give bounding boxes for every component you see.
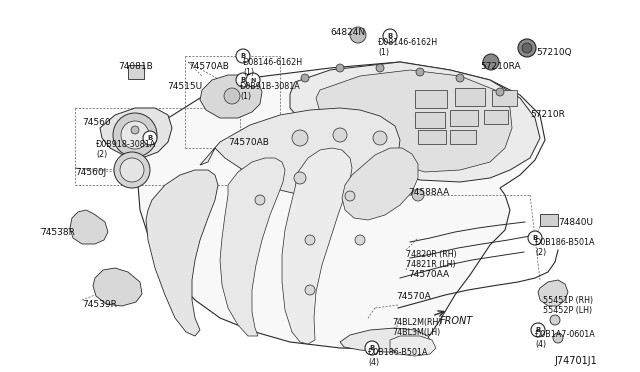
- Circle shape: [143, 131, 157, 145]
- Text: B: B: [241, 53, 246, 59]
- Text: Ð0B91B-3081A
(1): Ð0B91B-3081A (1): [240, 82, 301, 102]
- Circle shape: [496, 88, 504, 96]
- Polygon shape: [146, 170, 218, 336]
- Text: Ð0B186-B501A
(2): Ð0B186-B501A (2): [535, 238, 595, 257]
- Text: 74560J: 74560J: [75, 168, 106, 177]
- Text: 74538R: 74538R: [40, 228, 75, 237]
- Text: 64824N: 64824N: [330, 28, 365, 37]
- Circle shape: [305, 235, 315, 245]
- Circle shape: [550, 315, 560, 325]
- Bar: [484, 110, 508, 124]
- Circle shape: [113, 113, 157, 157]
- Text: 74570AB: 74570AB: [228, 138, 269, 147]
- Text: 74570A: 74570A: [396, 292, 431, 301]
- Polygon shape: [390, 336, 436, 356]
- Text: 55451P (RH)
55452P (LH): 55451P (RH) 55452P (LH): [543, 296, 593, 315]
- Text: 74840U: 74840U: [558, 218, 593, 227]
- Circle shape: [131, 126, 139, 134]
- Circle shape: [373, 131, 387, 145]
- Circle shape: [121, 121, 149, 149]
- Text: 57210R: 57210R: [530, 110, 565, 119]
- Polygon shape: [340, 328, 432, 352]
- Circle shape: [224, 88, 240, 104]
- Text: 74560: 74560: [82, 118, 111, 127]
- Polygon shape: [200, 108, 400, 196]
- Bar: [455, 88, 485, 106]
- Text: B: B: [241, 77, 246, 83]
- Text: B: B: [147, 135, 152, 141]
- Circle shape: [522, 43, 532, 53]
- Text: 74570AB: 74570AB: [188, 62, 229, 71]
- Polygon shape: [290, 62, 540, 182]
- Text: Ð0B1A7-0601A
(4): Ð0B1A7-0601A (4): [535, 330, 596, 349]
- Circle shape: [246, 73, 260, 87]
- Circle shape: [336, 64, 344, 72]
- Circle shape: [345, 191, 355, 201]
- Polygon shape: [538, 280, 568, 306]
- Circle shape: [255, 195, 265, 205]
- Circle shape: [236, 49, 250, 63]
- Circle shape: [114, 152, 150, 188]
- Polygon shape: [200, 75, 262, 118]
- Circle shape: [376, 64, 384, 72]
- Polygon shape: [93, 268, 142, 306]
- Text: 74539R: 74539R: [82, 300, 117, 309]
- Polygon shape: [138, 62, 545, 350]
- Bar: [450, 110, 478, 126]
- Circle shape: [365, 341, 379, 355]
- Polygon shape: [70, 210, 108, 244]
- Polygon shape: [282, 148, 352, 344]
- Text: 74515U: 74515U: [167, 82, 202, 91]
- Text: Ð08146-6162H
(1): Ð08146-6162H (1): [378, 38, 438, 57]
- Circle shape: [333, 128, 347, 142]
- Text: 74BL2M(RH)
74BL3M(LH): 74BL2M(RH) 74BL3M(LH): [392, 318, 442, 337]
- Text: B: B: [536, 327, 541, 333]
- Polygon shape: [316, 70, 512, 172]
- Text: 74588AA: 74588AA: [408, 188, 449, 197]
- Circle shape: [518, 39, 536, 57]
- Polygon shape: [100, 108, 172, 158]
- Text: J74701J1: J74701J1: [554, 356, 596, 366]
- Bar: [540, 214, 558, 226]
- Text: B: B: [369, 345, 374, 351]
- Circle shape: [456, 74, 464, 82]
- Circle shape: [294, 172, 306, 184]
- Text: 57210Q: 57210Q: [536, 48, 572, 57]
- Circle shape: [412, 189, 424, 201]
- Circle shape: [416, 68, 424, 76]
- Bar: [492, 90, 517, 106]
- Text: 74820R (RH)
74821R (LH): 74820R (RH) 74821R (LH): [406, 250, 457, 269]
- Text: Ð08146-6162H
(1): Ð08146-6162H (1): [243, 58, 303, 77]
- Circle shape: [120, 158, 144, 182]
- Circle shape: [553, 333, 563, 343]
- Bar: [418, 130, 446, 144]
- Text: N: N: [250, 77, 256, 83]
- Bar: [415, 112, 445, 128]
- Bar: [128, 65, 144, 79]
- Polygon shape: [220, 158, 285, 336]
- Circle shape: [350, 27, 366, 43]
- Circle shape: [531, 323, 545, 337]
- Text: Ð0B918-3081A
(2): Ð0B918-3081A (2): [96, 140, 156, 159]
- Circle shape: [305, 285, 315, 295]
- Polygon shape: [342, 148, 418, 220]
- Bar: [450, 130, 476, 144]
- Circle shape: [355, 235, 365, 245]
- Circle shape: [528, 231, 542, 245]
- Circle shape: [483, 54, 499, 70]
- Circle shape: [236, 73, 250, 87]
- Text: B: B: [532, 235, 538, 241]
- Circle shape: [301, 74, 309, 82]
- Circle shape: [292, 130, 308, 146]
- Text: 57210RA: 57210RA: [480, 62, 520, 71]
- Text: 74570AA: 74570AA: [408, 270, 449, 279]
- Bar: [415, 90, 447, 108]
- Text: Ð0B186-B501A
(4): Ð0B186-B501A (4): [368, 348, 429, 368]
- Text: 74081B: 74081B: [118, 62, 153, 71]
- Text: FRONT: FRONT: [440, 316, 473, 326]
- Circle shape: [383, 29, 397, 43]
- Text: B: B: [387, 33, 392, 39]
